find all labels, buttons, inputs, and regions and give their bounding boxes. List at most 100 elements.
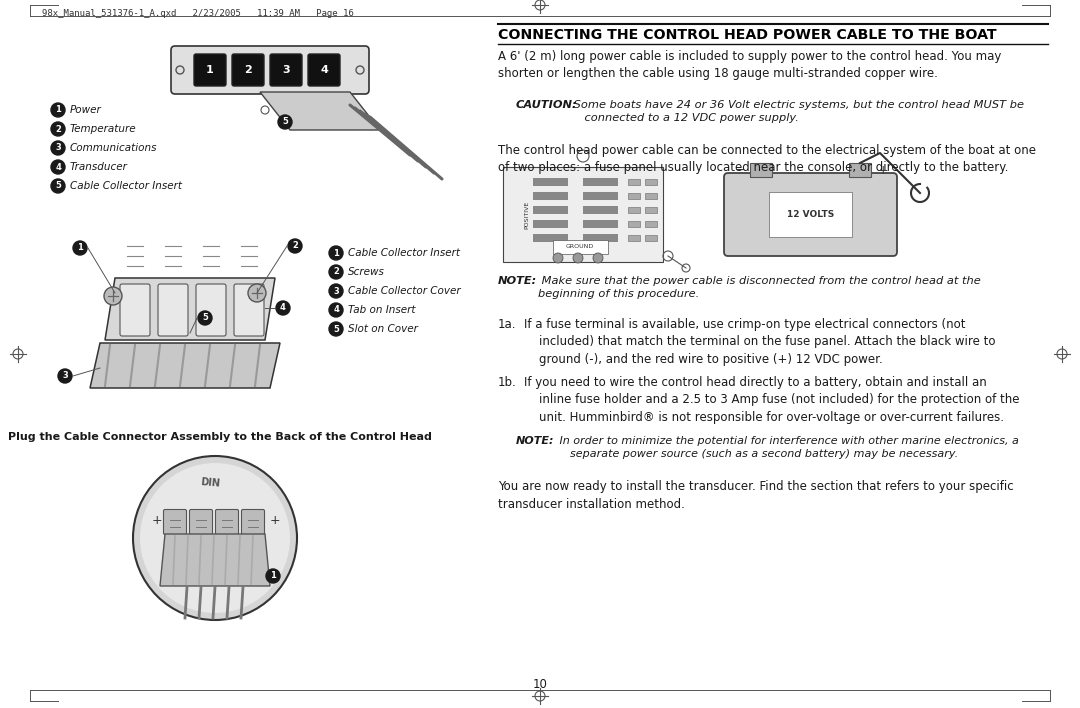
FancyBboxPatch shape bbox=[195, 284, 226, 336]
Polygon shape bbox=[160, 534, 270, 586]
Bar bbox=[645, 179, 657, 185]
Text: A 6' (2 m) long power cable is included to supply power to the control head. You: A 6' (2 m) long power cable is included … bbox=[498, 50, 1001, 81]
FancyBboxPatch shape bbox=[308, 54, 340, 86]
Text: 2: 2 bbox=[333, 268, 339, 277]
Bar bbox=[627, 235, 640, 241]
Text: 1: 1 bbox=[206, 65, 214, 75]
Text: 2: 2 bbox=[55, 125, 60, 134]
Circle shape bbox=[51, 141, 65, 155]
Polygon shape bbox=[90, 343, 280, 388]
Text: 5: 5 bbox=[202, 314, 208, 323]
Text: 1a.: 1a. bbox=[498, 318, 516, 331]
Text: Plug the Cable Connector Assembly to the Back of the Control Head: Plug the Cable Connector Assembly to the… bbox=[8, 432, 432, 442]
Text: You are now ready to install the transducer. Find the section that refers to you: You are now ready to install the transdu… bbox=[498, 480, 1014, 510]
Polygon shape bbox=[105, 278, 275, 340]
Bar bbox=[645, 207, 657, 213]
Text: 3: 3 bbox=[333, 287, 339, 295]
Text: Screws: Screws bbox=[348, 267, 384, 277]
Text: GROUND: GROUND bbox=[566, 244, 594, 249]
Circle shape bbox=[51, 103, 65, 117]
Circle shape bbox=[329, 303, 343, 317]
Text: NOTE:: NOTE: bbox=[498, 276, 537, 286]
Polygon shape bbox=[260, 92, 380, 130]
Circle shape bbox=[266, 569, 280, 583]
Bar bbox=[645, 235, 657, 241]
Circle shape bbox=[593, 253, 603, 263]
Text: 2: 2 bbox=[244, 65, 252, 75]
Circle shape bbox=[329, 265, 343, 279]
Text: Communications: Communications bbox=[70, 143, 158, 153]
Bar bbox=[750, 163, 772, 177]
Text: 2: 2 bbox=[292, 241, 298, 251]
Bar bbox=[627, 207, 640, 213]
Bar bbox=[534, 206, 568, 214]
Text: Power: Power bbox=[70, 105, 102, 115]
Circle shape bbox=[73, 241, 87, 255]
Text: −: − bbox=[734, 164, 745, 176]
Text: Cable Collector Cover: Cable Collector Cover bbox=[348, 286, 461, 296]
FancyBboxPatch shape bbox=[120, 284, 150, 336]
Bar bbox=[583, 206, 618, 214]
Text: 10: 10 bbox=[532, 678, 548, 690]
FancyBboxPatch shape bbox=[724, 173, 897, 256]
Text: 5: 5 bbox=[55, 181, 60, 190]
Text: 1b.: 1b. bbox=[498, 376, 516, 389]
Text: If you need to wire the control head directly to a battery, obtain and install a: If you need to wire the control head dir… bbox=[524, 376, 1020, 424]
Circle shape bbox=[140, 463, 291, 613]
Circle shape bbox=[329, 284, 343, 298]
FancyBboxPatch shape bbox=[194, 54, 226, 86]
FancyBboxPatch shape bbox=[242, 510, 265, 535]
Bar bbox=[645, 193, 657, 199]
Text: CAUTION:: CAUTION: bbox=[516, 100, 578, 110]
Text: 3: 3 bbox=[63, 372, 68, 380]
Bar bbox=[534, 178, 568, 186]
FancyBboxPatch shape bbox=[163, 510, 187, 535]
Text: 4: 4 bbox=[333, 305, 339, 314]
Text: Some boats have 24 or 36 Volt electric systems, but the control head MUST be
   : Some boats have 24 or 36 Volt electric s… bbox=[570, 100, 1024, 123]
Circle shape bbox=[553, 253, 563, 263]
Circle shape bbox=[133, 456, 297, 620]
Text: 3: 3 bbox=[55, 144, 60, 152]
Circle shape bbox=[288, 239, 302, 253]
FancyBboxPatch shape bbox=[189, 510, 213, 535]
Text: 1: 1 bbox=[270, 571, 275, 581]
Text: 1: 1 bbox=[55, 105, 60, 115]
FancyBboxPatch shape bbox=[158, 284, 188, 336]
Circle shape bbox=[51, 122, 65, 136]
FancyBboxPatch shape bbox=[234, 284, 264, 336]
Bar bbox=[583, 234, 618, 242]
Circle shape bbox=[51, 179, 65, 193]
Text: +: + bbox=[151, 513, 162, 527]
Bar bbox=[583, 192, 618, 200]
Bar bbox=[534, 220, 568, 228]
Bar bbox=[503, 167, 663, 262]
Text: 5: 5 bbox=[282, 118, 288, 127]
Bar bbox=[583, 178, 618, 186]
Text: +: + bbox=[270, 513, 281, 527]
Circle shape bbox=[51, 160, 65, 174]
Text: CONNECTING THE CONTROL HEAD POWER CABLE TO THE BOAT: CONNECTING THE CONTROL HEAD POWER CABLE … bbox=[498, 28, 997, 42]
Text: Slot on Cover: Slot on Cover bbox=[348, 324, 418, 334]
Circle shape bbox=[329, 246, 343, 260]
Text: 4: 4 bbox=[55, 163, 60, 171]
Circle shape bbox=[248, 284, 266, 302]
Text: 1: 1 bbox=[77, 244, 83, 253]
Bar bbox=[627, 221, 640, 227]
Text: Make sure that the power cable is disconnected from the control head at the
begi: Make sure that the power cable is discon… bbox=[538, 276, 981, 299]
Text: 4: 4 bbox=[280, 304, 286, 312]
Circle shape bbox=[276, 301, 291, 315]
Bar bbox=[583, 220, 618, 228]
Circle shape bbox=[278, 115, 292, 129]
Text: Tab on Insert: Tab on Insert bbox=[348, 305, 416, 315]
Bar bbox=[534, 192, 568, 200]
Text: In order to minimize the potential for interference with other marine electronic: In order to minimize the potential for i… bbox=[556, 436, 1018, 459]
FancyBboxPatch shape bbox=[216, 510, 239, 535]
Bar bbox=[534, 234, 568, 242]
Bar bbox=[849, 163, 870, 177]
Text: Cable Collector Insert: Cable Collector Insert bbox=[348, 248, 460, 258]
Text: 4: 4 bbox=[320, 65, 328, 75]
Circle shape bbox=[58, 369, 72, 383]
Text: DIN: DIN bbox=[200, 477, 220, 489]
Bar bbox=[627, 193, 640, 199]
FancyBboxPatch shape bbox=[171, 46, 369, 94]
